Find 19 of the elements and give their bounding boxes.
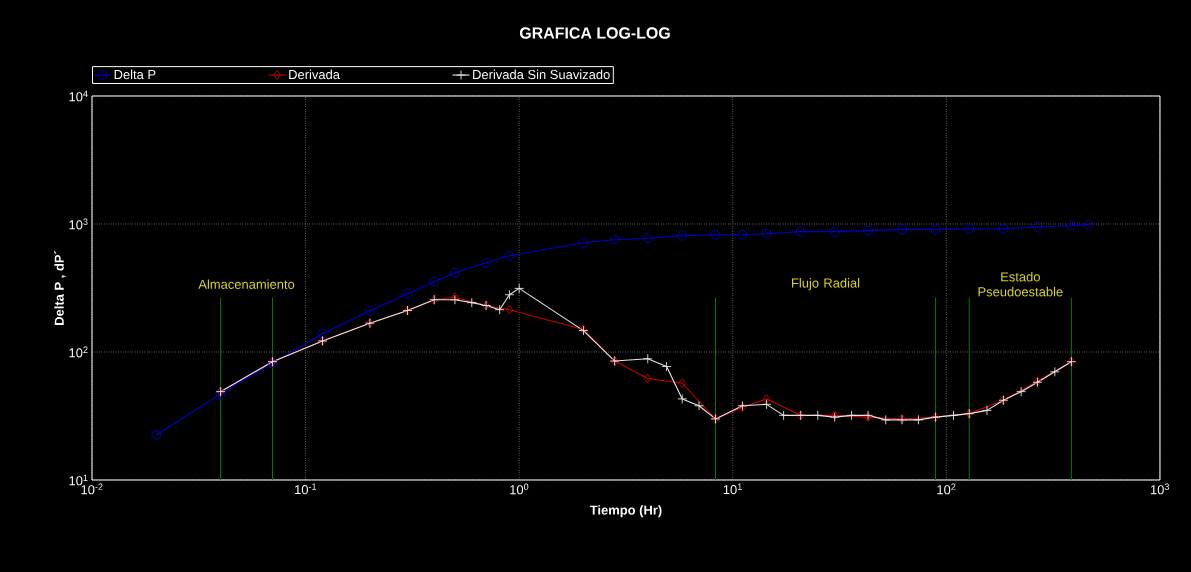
x-tick-label: 10$^{1}$ bbox=[723, 483, 742, 495]
x-tick-label: 10$^{-1}$ bbox=[295, 483, 317, 495]
x-tick-label: 10$^{-2}$ bbox=[81, 483, 103, 495]
x-tick-label: 10$^{2}$ bbox=[937, 483, 956, 495]
x-tick-label: 10$^{3}$ bbox=[1150, 483, 1170, 495]
y-tick-label: 10$^{4}$ bbox=[69, 90, 88, 102]
y-axis-title: Delta P , dP´ bbox=[54, 250, 66, 325]
y-tick-label: 10$^{1}$ bbox=[69, 474, 88, 486]
legend-label: Derivada Sin Suavizado bbox=[473, 69, 610, 80]
legend-label: Delta P bbox=[114, 69, 156, 80]
x-axis-title: Tiempo (Hr) bbox=[589, 505, 662, 518]
annotation: Flujo Radial bbox=[792, 278, 860, 291]
y-tick-label: 10$^{2}$ bbox=[69, 346, 88, 358]
annotation: Almacenamiento bbox=[198, 279, 295, 289]
chart-title: GRAFICA LOG-LOG bbox=[519, 27, 670, 39]
x-tick-label: 10$^{0}$ bbox=[510, 483, 529, 495]
annotation: Estado Pseudoestable bbox=[978, 271, 1063, 297]
legend-label: Derivada bbox=[289, 69, 340, 80]
y-tick-label: 10$^{3}$ bbox=[69, 218, 88, 230]
